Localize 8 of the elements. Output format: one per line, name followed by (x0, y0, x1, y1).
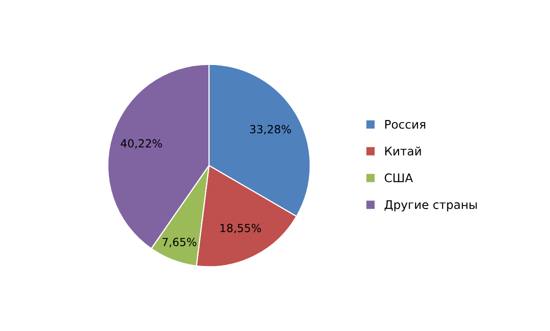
legend-label: Россия (385, 120, 426, 129)
data-label: 18,55% (220, 224, 262, 234)
legend-label: Китай (385, 146, 421, 156)
data-label: 33,28% (250, 124, 291, 135)
data-label: 7,65% (162, 238, 196, 248)
legend-label: Другие страны (384, 200, 477, 212)
data-label: 40,22% (120, 139, 162, 149)
legend-label: США (384, 173, 413, 182)
